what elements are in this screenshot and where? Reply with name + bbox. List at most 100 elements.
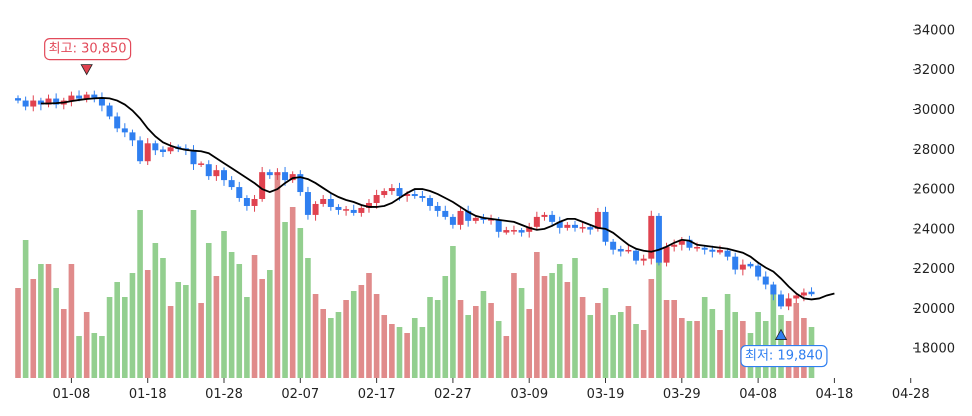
candle-body <box>167 147 174 152</box>
volume-bar <box>709 309 716 378</box>
candle <box>159 146 166 158</box>
volume-bar <box>38 264 44 378</box>
candle <box>541 212 548 221</box>
candle-body <box>365 202 372 208</box>
candle <box>510 225 517 235</box>
candle-body <box>251 199 258 206</box>
candle-body <box>694 246 701 249</box>
candle-body <box>358 207 365 213</box>
high-annotation: 최고: 30,850 <box>44 37 132 76</box>
candle <box>633 247 640 265</box>
candle <box>335 204 342 215</box>
volume-bar <box>45 264 52 378</box>
volume-bar <box>679 318 685 378</box>
volume-bar <box>76 336 82 378</box>
candle-body <box>381 191 388 196</box>
y-tick-label: 22000 <box>914 262 955 277</box>
candle-body <box>45 98 52 105</box>
volume-bar <box>434 300 441 378</box>
volume-bar <box>343 300 349 378</box>
volume-bar <box>274 174 281 378</box>
candle <box>198 161 205 167</box>
x-tick-label: 02-27 <box>434 387 472 402</box>
candle <box>549 210 556 227</box>
candle <box>213 164 220 181</box>
candle <box>739 259 746 276</box>
volume-bar <box>473 306 479 378</box>
candle <box>556 216 563 234</box>
volume-bar <box>625 306 632 378</box>
candle <box>30 95 37 112</box>
volume-bar <box>518 288 525 378</box>
candle <box>243 195 250 211</box>
candle-body <box>411 194 418 197</box>
volume-bar <box>503 336 510 378</box>
volume-bar <box>358 285 365 378</box>
candle-body <box>327 199 334 207</box>
volume-bar <box>289 207 296 378</box>
x-tick-label: 02-17 <box>358 387 396 402</box>
candle-body <box>266 172 273 176</box>
candle <box>686 235 693 251</box>
candle <box>411 190 418 199</box>
candle <box>671 239 678 252</box>
candle-body <box>678 239 685 245</box>
volume-bar <box>579 297 586 378</box>
candle <box>610 238 617 255</box>
volume-bar <box>427 297 433 378</box>
candle <box>221 167 228 186</box>
candle-body <box>37 100 44 105</box>
y-tick-label: 26000 <box>914 183 955 198</box>
x-tick-label: 03-29 <box>663 387 701 402</box>
candle-body <box>221 170 228 181</box>
x-tick-label: 02-07 <box>281 387 319 402</box>
candle-body <box>564 224 571 228</box>
volume-bar <box>602 288 609 378</box>
candle-body <box>442 210 449 217</box>
volume-bar <box>595 303 601 378</box>
candle <box>358 205 365 217</box>
candle <box>602 206 609 246</box>
candle <box>236 181 243 202</box>
volume-bar <box>717 330 723 378</box>
candle <box>442 205 449 220</box>
volume-bar <box>22 240 29 378</box>
candle <box>655 213 662 266</box>
candle-body <box>465 210 472 221</box>
x-tick-label: 04-08 <box>739 387 777 402</box>
candle <box>129 129 136 147</box>
candle-body <box>503 230 510 233</box>
volume-bar <box>526 309 533 378</box>
candle <box>259 166 266 202</box>
candle-body <box>30 100 37 107</box>
volume-bar <box>465 315 471 378</box>
candle <box>503 226 510 235</box>
candle-body <box>495 219 502 232</box>
candle-body <box>121 128 128 133</box>
volume-bar <box>320 309 326 378</box>
volume-bar <box>564 282 571 378</box>
candle <box>381 188 388 198</box>
x-tick-label: 03-19 <box>587 387 625 402</box>
candle <box>571 220 578 232</box>
candle <box>53 93 60 109</box>
candle <box>137 136 144 164</box>
candle-body <box>198 163 205 165</box>
candle <box>427 195 434 211</box>
candle <box>747 261 754 269</box>
candle-body <box>434 205 441 211</box>
x-axis: 01-08 01-18 01-28 02-07 02-17 02-27 03-09 03-19… <box>53 378 930 402</box>
candle-body <box>510 230 517 232</box>
volume-bar <box>617 312 624 378</box>
candle-body <box>312 203 319 215</box>
volume-bar <box>572 258 578 378</box>
candle-body <box>793 295 800 299</box>
volume-bar <box>389 324 395 378</box>
candle-body <box>785 298 792 307</box>
candle-body <box>259 172 266 199</box>
volume-bar <box>633 324 639 378</box>
candle-body <box>602 211 609 242</box>
volume-bar <box>137 210 143 378</box>
volume-bar <box>152 243 159 378</box>
candle-body <box>236 187 243 199</box>
